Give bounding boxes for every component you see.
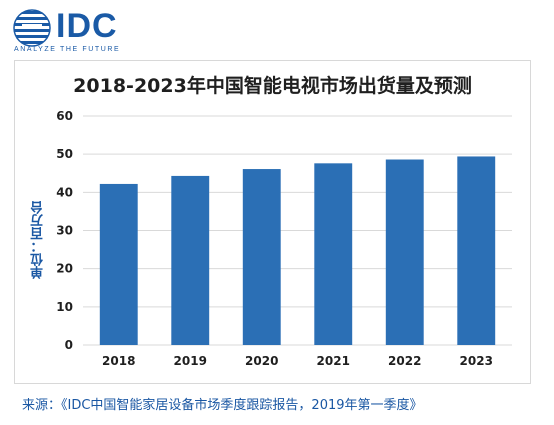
x-tick-label: 2023 bbox=[460, 354, 493, 368]
bar-2020 bbox=[242, 169, 281, 345]
y-tick-label: 0 bbox=[65, 338, 73, 352]
chart-title: 2018-2023年中国智能电视市场出货量及预测 bbox=[73, 75, 472, 97]
bar-2018 bbox=[99, 183, 138, 345]
x-tick-label: 2021 bbox=[317, 354, 350, 368]
y-tick-label: 60 bbox=[56, 109, 73, 123]
bar-2022 bbox=[385, 159, 424, 345]
bar-2019 bbox=[171, 175, 210, 345]
x-tick-label: 2020 bbox=[245, 354, 278, 368]
logo-tagline: ANALYZE THE FUTURE bbox=[14, 46, 121, 53]
y-tick-label: 30 bbox=[56, 224, 73, 238]
source-note: 来源：《IDC中国智能家居设备市场季度跟踪报告，2019年第一季度》 bbox=[22, 398, 423, 413]
logo-brand: IDC bbox=[56, 7, 118, 45]
bar-chart: 0 10 20 30 40 50 60 2018 2019 2020 2021 2022 2023 bbox=[56, 109, 512, 368]
y-tick-label: 50 bbox=[56, 147, 73, 161]
bar-2023 bbox=[457, 156, 496, 345]
idc-logo: IDC ANALYZE THE FUTURE bbox=[12, 6, 142, 53]
x-tick-label: 2019 bbox=[174, 354, 207, 368]
y-tick-label: 40 bbox=[56, 185, 73, 199]
bar-2021 bbox=[314, 163, 353, 345]
y-tick-label: 10 bbox=[56, 300, 73, 314]
x-tick-label: 2022 bbox=[388, 354, 421, 368]
x-tick-label: 2018 bbox=[102, 354, 135, 368]
y-tick-label: 20 bbox=[56, 262, 73, 276]
chart-panel: 2018-2023年中国智能电视市场出货量及预测 单位：百万台 0 10 20 30 4… bbox=[14, 60, 531, 384]
globe-icon bbox=[13, 9, 51, 47]
